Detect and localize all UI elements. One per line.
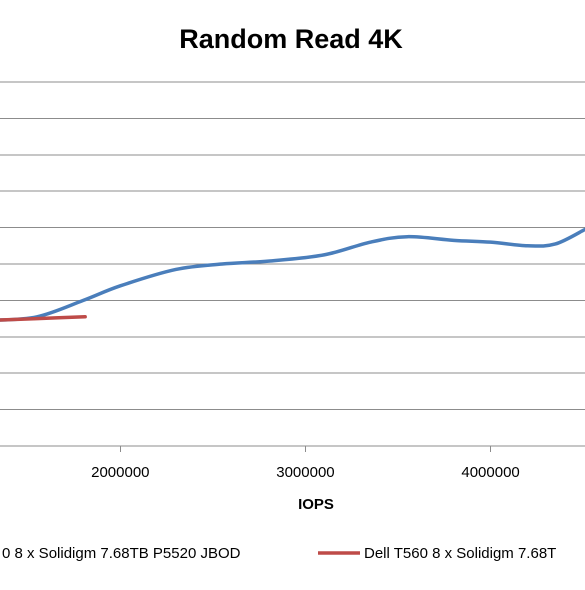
x-axis-title: IOPS [298, 496, 334, 513]
chart-title: Random Read 4K [179, 24, 403, 54]
x-tick-label: 2000000 [91, 464, 149, 481]
legend-label-2: Dell T560 8 x Solidigm 7.68T [364, 545, 556, 562]
series-line-1 [0, 227, 585, 322]
legend: 0 8 x Solidigm 7.68TB P5520 JBOD Dell T56… [2, 545, 556, 562]
x-axis: 2000000 3000000 4000000 [0, 445, 585, 481]
gridlines [0, 81, 585, 411]
x-tick-label: 3000000 [276, 464, 334, 481]
series-line-2 [0, 315, 87, 322]
x-tick-label: 4000000 [461, 464, 519, 481]
legend-label-1: 0 8 x Solidigm 7.68TB P5520 JBOD [2, 545, 241, 562]
series-lines [0, 227, 585, 322]
